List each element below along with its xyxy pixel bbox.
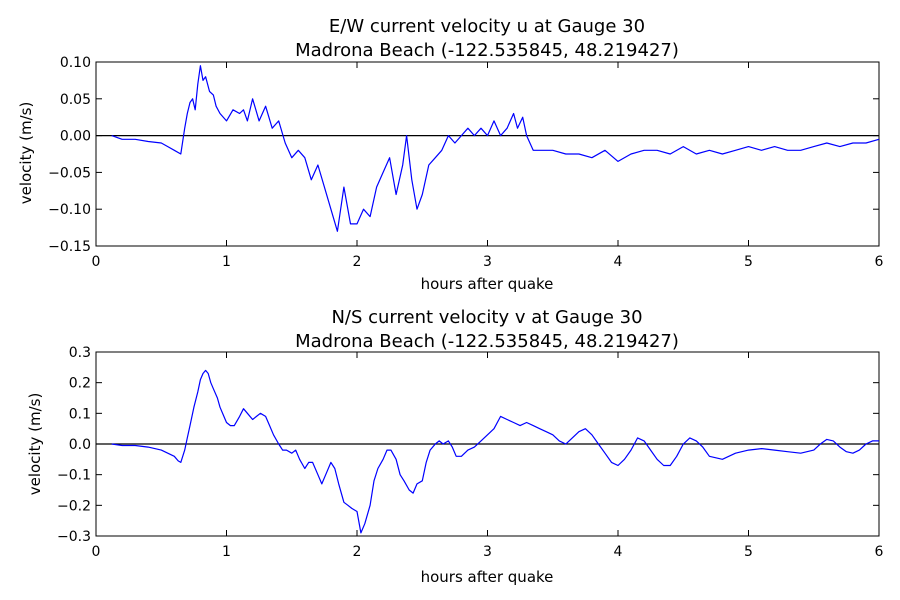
y-tick-label: −0.15: [48, 239, 91, 255]
x-tick-label: 5: [744, 254, 753, 270]
y-tick-label: −0.10: [48, 202, 91, 218]
x-tick-label: 5: [744, 544, 753, 560]
ew-velocity-chart: E/W current velocity u at Gauge 30 Madro…: [17, 16, 884, 293]
y-axis-label: velocity (m/s): [26, 393, 44, 496]
x-axis-label: hours after quake: [421, 568, 554, 586]
chart-title: E/W current velocity u at Gauge 30: [329, 16, 645, 37]
x-tick-label: 2: [353, 254, 362, 270]
x-tick-label: 0: [92, 254, 101, 270]
x-tick-label: 2: [353, 544, 362, 560]
ns-velocity-chart: N/S current velocity v at Gauge 30 Madro…: [26, 307, 884, 586]
y-tick-label: −0.2: [57, 498, 91, 514]
y-axis-label: velocity (m/s): [17, 102, 35, 205]
y-tick-label: 0.3: [69, 345, 91, 361]
velocity-series-line: [111, 369, 879, 534]
x-tick-label: 6: [875, 254, 884, 270]
y-tick-label: 0.2: [69, 376, 91, 392]
x-tick-label: 3: [483, 544, 492, 560]
chart-title: N/S current velocity v at Gauge 30: [331, 307, 642, 328]
y-tick-label: −0.05: [48, 165, 91, 181]
plot-frame: [95, 61, 880, 247]
y-tick-label: 0.10: [60, 55, 91, 71]
x-tick-label: 4: [614, 544, 623, 560]
x-tick-label: 4: [614, 254, 623, 270]
x-tick-label: 3: [483, 254, 492, 270]
y-tick-label: 0.1: [69, 406, 91, 422]
x-axis-label: hours after quake: [421, 275, 554, 293]
y-tick-label: 0.0: [69, 437, 91, 453]
x-tick-label: 6: [875, 544, 884, 560]
x-tick-label: 0: [92, 544, 101, 560]
y-tick-label: −0.3: [57, 529, 91, 545]
y-tick-label: −0.1: [57, 468, 91, 484]
x-tick-label: 1: [222, 544, 231, 560]
velocity-series-line: [111, 65, 880, 232]
y-tick-label: 0.00: [60, 129, 91, 145]
chart-subtitle: Madrona Beach (-122.535845, 48.219427): [295, 331, 679, 352]
x-tick-label: 1: [222, 254, 231, 270]
chart-subtitle: Madrona Beach (-122.535845, 48.219427): [295, 40, 679, 61]
y-tick-label: 0.05: [60, 92, 91, 108]
